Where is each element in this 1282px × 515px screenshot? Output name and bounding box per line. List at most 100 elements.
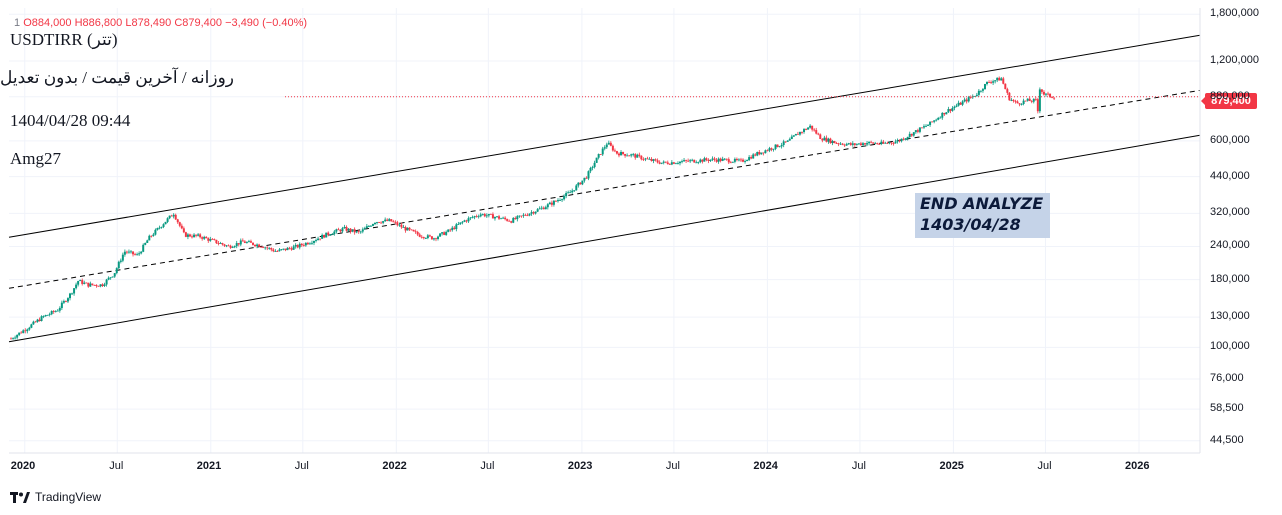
candle-body [337, 229, 340, 231]
chart-author: Amg27 [10, 149, 61, 168]
candle-body [270, 247, 273, 250]
x-tick-label: 2025 [939, 460, 964, 472]
candle-body [154, 229, 157, 235]
candle-body [544, 207, 547, 210]
candle-body [605, 144, 608, 148]
last-price-tag: 879,400 [1201, 93, 1257, 109]
candle-body [780, 145, 783, 147]
y-tick-label: 1,800,000 [1210, 7, 1259, 20]
candle-body [613, 150, 616, 152]
candle-body [1032, 98, 1035, 102]
candle-body [380, 222, 383, 224]
candle-body [847, 143, 850, 145]
candle-body [148, 235, 151, 241]
candle-body [589, 167, 592, 172]
candle-body [48, 314, 51, 315]
candle-body [38, 319, 41, 322]
candle-body [388, 219, 391, 221]
candle-body [685, 160, 688, 161]
candle-body [992, 81, 995, 83]
x-tick-label: Jul [851, 460, 866, 472]
candle-body [628, 155, 631, 157]
ohlc-close: C879,400 [174, 17, 223, 29]
candle-body [929, 121, 932, 125]
candle-body [233, 246, 236, 248]
candle-body [603, 147, 606, 149]
candle-body [323, 234, 326, 238]
candle-body [953, 106, 956, 109]
candle-body [54, 311, 57, 312]
candle-body [406, 227, 409, 231]
candle-body [357, 231, 360, 232]
candle-body [156, 228, 159, 230]
ohlc-legend: 1 O884,000 H886,800 L878,490 C879,400 −3… [14, 17, 307, 29]
candle-body [290, 248, 293, 250]
candle-body [178, 222, 181, 226]
candle-body [333, 231, 336, 235]
candle-body [861, 143, 864, 145]
candle-body [925, 125, 928, 127]
candle-body [648, 158, 651, 160]
candle-body [430, 236, 433, 240]
candle-body [308, 243, 311, 245]
candle-body [213, 239, 216, 241]
candle-body [717, 158, 720, 162]
candle-body [1026, 98, 1029, 101]
candle-body [168, 215, 171, 219]
channel-boundary [8, 34, 1201, 238]
candle-body [617, 153, 620, 156]
tradingview-wordmark: TradingView [35, 490, 102, 504]
candle-body [1042, 91, 1045, 95]
candle-body [855, 144, 858, 145]
candle-body [373, 222, 376, 225]
candle-body [400, 224, 403, 228]
y-tick-label: 100,000 [1210, 340, 1250, 353]
candle-body [721, 158, 724, 161]
candle-body [44, 315, 47, 317]
tradingview-logo[interactable]: TradingView [10, 490, 101, 504]
candle-body [508, 220, 511, 222]
candle-body [113, 273, 116, 277]
candle-body [504, 217, 507, 220]
candle-body [42, 316, 45, 318]
candle-body [575, 185, 578, 191]
candle-body [542, 207, 545, 210]
candle-body [762, 152, 765, 154]
candle-body [491, 214, 494, 219]
candle-body [416, 232, 419, 235]
candle-body [864, 143, 867, 145]
candle-body [205, 236, 208, 239]
candle-body [129, 251, 132, 253]
candle-body [587, 171, 590, 179]
candle-body [310, 242, 313, 244]
candle-body [71, 293, 74, 295]
candle-body [963, 99, 966, 102]
candle-body [1010, 99, 1013, 101]
candle-body [274, 251, 277, 252]
candle-body [715, 159, 718, 162]
candle-body [884, 142, 887, 144]
candle-body [744, 161, 747, 162]
candle-body [32, 321, 35, 325]
candle-body [567, 192, 570, 194]
candle-body [22, 330, 25, 334]
candle-body [144, 242, 147, 245]
candle-body [376, 222, 379, 223]
x-tick-label: Jul [480, 460, 495, 472]
candle-body [449, 229, 452, 231]
candle-body [418, 234, 421, 237]
y-tick-label: 600,000 [1210, 133, 1250, 146]
candle-body [957, 102, 960, 106]
candle-body [803, 129, 806, 133]
candle-body [683, 160, 686, 162]
candle-body [776, 144, 779, 147]
candle-body [369, 225, 372, 227]
candle-body [489, 213, 492, 215]
candle-body [81, 280, 84, 284]
candle-body [750, 157, 753, 159]
candle-body [89, 283, 92, 287]
candle-body [341, 228, 344, 232]
x-tick-label: 2026 [1125, 460, 1150, 472]
candle-body [166, 218, 169, 222]
candle-body [886, 142, 889, 144]
